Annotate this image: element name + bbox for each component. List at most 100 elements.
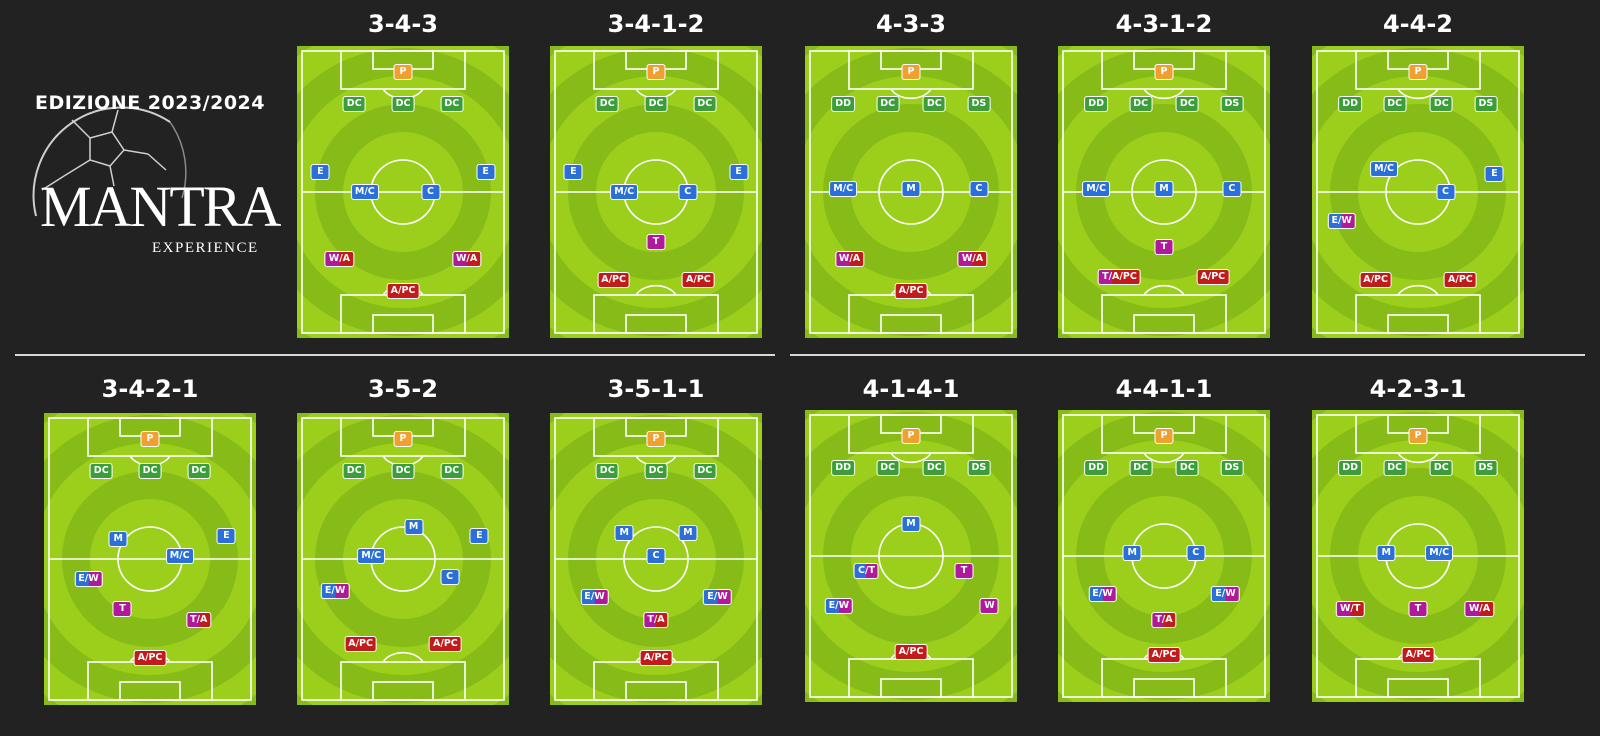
pitch-4-4-1-1: P DD DC DC DS M C E/W E/W T/A A/PC — [934, 326, 1394, 736]
player-chip: C — [421, 184, 441, 200]
player-chip: P — [646, 64, 666, 81]
player-chip: E/W — [824, 597, 854, 614]
player-chip: DD — [1338, 96, 1363, 113]
player-chip: E/W — [580, 588, 609, 605]
player-chip: DC — [922, 460, 946, 477]
player-chip: A/PC — [429, 635, 462, 652]
player-chip: E — [729, 163, 749, 180]
player-chip: P — [1154, 64, 1174, 81]
pitch-3-4-3: P DC DC DC E E M/C C W/A W/A A/PC — [173, 0, 633, 422]
player-chip: DS — [967, 96, 991, 113]
pitch-4-3-1-2: P DD DC DC DS M/C M C T T/A/PC A/PC — [934, 0, 1394, 422]
player-chip: T/A — [186, 612, 212, 629]
player-chip: W/A — [451, 251, 482, 268]
player-chip: C — [1436, 184, 1456, 200]
player-chip: M/C — [1082, 181, 1111, 198]
player-chip: DD — [831, 96, 856, 113]
player-chip: DC — [342, 96, 366, 113]
player-chip: DD — [1084, 96, 1109, 113]
player-chip: A/PC — [1196, 268, 1230, 285]
player-chip: P — [1408, 64, 1428, 81]
player-chip: C — [969, 181, 989, 198]
player-chip: M — [108, 530, 128, 547]
player-chip: W/T — [1335, 600, 1365, 617]
player-chip: C — [1222, 181, 1242, 198]
player-chip: M/C — [610, 184, 639, 200]
player-chip: M — [614, 524, 634, 541]
player-chip: DC — [89, 463, 113, 480]
formation-title-4-2-3-1: 4-2-3-1 — [1369, 375, 1467, 403]
player-chip: P — [1154, 428, 1174, 445]
player-chip: DD — [831, 460, 856, 477]
player-chip: DC — [922, 96, 946, 113]
player-chip: A/PC — [1147, 647, 1181, 664]
player-chip: DS — [1220, 96, 1244, 113]
divider-left — [15, 354, 775, 356]
pitch-3-4-2-1: P DC DC DC M E M/C E/W T T/A A/PC — [0, 329, 380, 736]
player-chip: A/PC — [597, 271, 630, 288]
player-chip: DS — [1220, 460, 1244, 477]
player-chip: M — [1154, 181, 1174, 198]
player-chip: DC — [595, 463, 619, 480]
player-chip: M/C — [350, 184, 379, 200]
player-chip: M/C — [165, 548, 194, 565]
player-chip: DC — [644, 463, 668, 480]
formation-title-4-3-1-2: 4-3-1-2 — [1115, 10, 1213, 38]
pitch-4-2-3-1: P DD DC DC DS M M/C W/T T W/A A/PC — [1188, 326, 1600, 736]
player-chip: DD — [1338, 460, 1363, 477]
player-chip: T — [112, 600, 132, 617]
player-chip: T — [1154, 239, 1174, 256]
player-chip: DC — [595, 96, 619, 113]
player-chip: A/PC — [1401, 647, 1435, 664]
player-chip: A/PC — [894, 283, 928, 300]
player-chip: E/W — [1327, 213, 1356, 230]
pitch-4-1-4-1: P DD DC DC DS M C/T T E/W W A/PC — [681, 326, 1141, 736]
formation-title-3-5-1-1: 3-5-1-1 — [607, 375, 705, 403]
formation-title-4-4-2: 4-4-2 — [1382, 10, 1454, 38]
player-chip: A/PC — [1359, 271, 1392, 288]
player-chip: DC — [1429, 96, 1453, 113]
formation-title-4-1-4-1: 4-1-4-1 — [862, 375, 960, 403]
pitch-field — [173, 329, 633, 736]
divider-right — [790, 354, 1585, 356]
player-chip: A/PC — [344, 635, 377, 652]
player-chip: M — [404, 518, 424, 535]
player-chip: M — [1122, 545, 1142, 562]
player-chip: A/PC — [386, 283, 420, 300]
formation-title-3-4-2-1: 3-4-2-1 — [101, 375, 199, 403]
player-chip: E/W — [1211, 585, 1240, 602]
player-chip: DC — [876, 96, 900, 113]
player-chip: T — [1408, 600, 1428, 617]
player-chip: DC — [1129, 460, 1153, 477]
pitch-4-3-3: P DD DC DC DS M/C M C W/A W/A A/PC — [681, 0, 1141, 422]
formation-title-3-5-2: 3-5-2 — [367, 375, 439, 403]
player-chip: W — [979, 597, 999, 614]
pitch-field — [426, 0, 886, 422]
player-chip: M — [901, 181, 921, 198]
player-chip: DC — [1383, 460, 1407, 477]
player-chip: M/C — [1370, 160, 1399, 177]
soccer-ball-icon — [32, 106, 187, 217]
player-chip: P — [140, 431, 160, 448]
player-chip: DC — [644, 96, 668, 113]
player-chip: DC — [1175, 96, 1199, 113]
player-chip: C/T — [854, 562, 879, 579]
player-chip: C — [1186, 545, 1206, 562]
brand-subtitle: EXPERIENCE — [152, 240, 259, 256]
player-chip: A/PC — [1444, 271, 1477, 288]
player-chip: DD — [1084, 460, 1109, 477]
player-chip: DC — [342, 463, 366, 480]
player-chip: C — [678, 184, 698, 200]
formation-title-3-4-1-2: 3-4-1-2 — [607, 10, 705, 38]
player-chip: DC — [1175, 460, 1199, 477]
player-chip: E/W — [1088, 585, 1117, 602]
player-chip: T — [954, 562, 974, 579]
player-chip: E — [310, 163, 330, 180]
player-chip: DC — [440, 96, 464, 113]
player-chip: DC — [693, 463, 717, 480]
player-chip: C — [646, 548, 666, 565]
pitch-4-4-2: P DD DC DC DS M/C E C E/W A/PC A/PC — [1188, 0, 1600, 422]
player-chip: W/A — [324, 251, 355, 268]
player-chip: M/C — [357, 548, 386, 565]
brand-logo-text: MANTRA — [40, 174, 281, 239]
